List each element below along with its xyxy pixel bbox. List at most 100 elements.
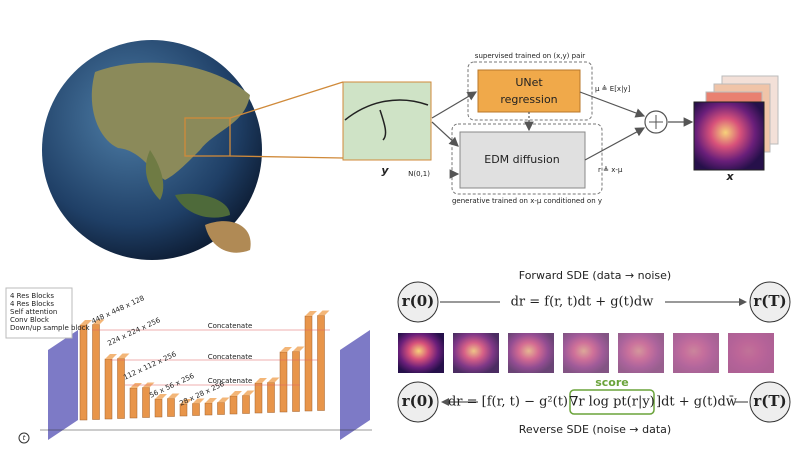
legend-item: 4 Res Blocks [10,292,54,300]
legend-item: 4 Res Blocks [10,300,54,308]
reverse-eq: dr = [f(r, t) − g²(t) [448,395,568,410]
layer-block [292,351,300,412]
input-node [18,432,30,444]
layer-block [204,402,213,416]
r-label: r ≜ x-μ [598,166,623,174]
score-box [569,389,655,415]
layer-top [192,398,205,404]
unet-label: regression [500,93,557,106]
layer-top [205,398,217,403]
output-image [340,330,370,440]
state-node [749,381,791,423]
dim-label: 448 x 448 x 128 [90,294,145,325]
generative-box [451,123,603,195]
state-node [397,381,439,423]
generative-note: generative trained on x-μ conditioned on… [452,197,602,205]
layer-top [167,393,180,399]
input-map [342,81,432,161]
forward-eq: dr = f(r, t)dt + g(t)dw [511,295,654,310]
noise-overlay [673,333,719,373]
y-label: y [381,164,389,177]
legend-item: Down/up sample block [10,324,90,332]
layer-block [104,358,113,420]
noise-label: N(0,1) [408,170,430,178]
zoom-lines [184,81,344,159]
input-image [48,330,78,440]
concat-label: Concatenate [208,353,253,361]
noise-image [398,333,444,373]
layer-block [217,402,225,415]
noise-strip [398,333,774,373]
state-node [749,281,791,323]
layer-block [267,382,275,413]
rT-label: r(T) [753,292,786,310]
noise-image [453,333,499,373]
layer-top [255,378,267,383]
input-label: t [23,434,26,442]
supervised-note: supervised trained on (x,y) pair [475,52,586,60]
layer-block [279,351,288,413]
noise-overlay [728,333,774,373]
layer-block [192,403,200,416]
forward-title: Forward SDE (data → noise) [519,269,671,282]
layer-top [242,390,255,396]
edm-box [459,131,586,189]
layer-top [130,383,142,388]
reverse-title: Reverse SDE (noise → data) [519,423,671,436]
x-label: x [725,170,734,183]
dim-label: 224 x 224 x 256 [106,316,162,348]
unet-architecture [40,310,372,440]
layer-block [129,387,138,419]
sum-sign [649,115,663,129]
edm-label: EDM diffusion [484,153,560,166]
map-track [344,99,429,141]
layer-top [230,391,242,396]
flow-arrows [431,91,694,179]
layer-block [154,398,163,418]
dim-label: 112 x 112 x 256 [122,350,178,382]
layer-top [317,310,330,316]
noise-overlay [618,333,664,373]
rT-label: r(T) [753,392,786,410]
layer-top [180,399,192,404]
supervised-box [467,61,593,121]
layer-block [254,382,263,414]
output-stack [693,75,779,171]
layer-block [229,395,238,415]
layer-top [280,347,292,352]
noise-overlay [453,333,499,373]
layer-block [167,398,175,417]
noise-overlay [563,333,609,373]
unet-box [477,69,581,113]
noise-overlay [508,333,554,373]
layer-top [155,394,167,399]
layer-block [242,395,250,414]
score-label: score [595,376,629,389]
r0-label: r(0) [402,292,435,310]
r0-label: r(0) [402,392,435,410]
layer-top [305,311,317,316]
legend-item: Conv Block [10,316,50,324]
noise-image [563,333,609,373]
score-term: ∇r log pt(r|y) [569,395,655,410]
layer-block [92,324,100,420]
layer-top [92,319,105,325]
state-node [397,281,439,323]
layer-block [79,324,88,421]
layer-top [217,397,230,403]
layer-top [80,320,92,325]
legend-box [5,287,73,339]
concat-label: Concatenate [208,377,253,385]
globe [42,40,262,260]
reverse-eq: ]dt + g(t)dw̄ [656,395,737,410]
legend-item: Self attention [10,308,57,316]
concat-label: Concatenate [208,322,253,330]
mu-label: μ ≜ E[x|y] [595,85,631,93]
unet-label: UNet [515,76,543,89]
noise-image [508,333,554,373]
layer-block [117,358,125,419]
layer-top [105,354,117,359]
layer-top [292,346,305,352]
layer-top [117,353,130,359]
